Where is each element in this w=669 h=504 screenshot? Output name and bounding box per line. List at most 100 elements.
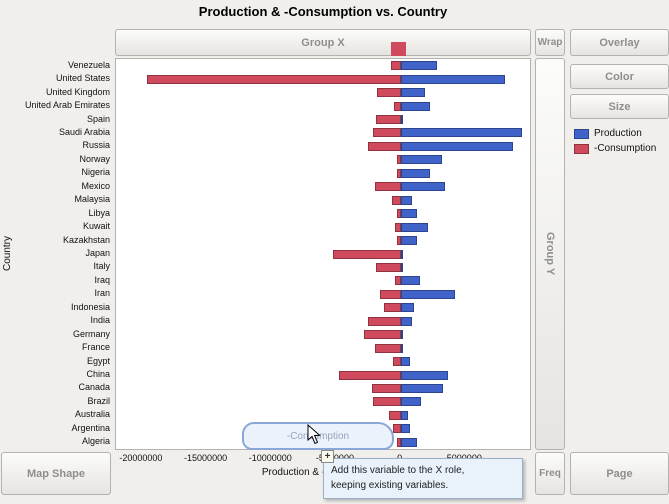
bar-consumption[interactable]	[395, 276, 401, 286]
bar-consumption[interactable]	[392, 357, 401, 367]
bar-production[interactable]	[400, 222, 428, 232]
drop-zone-size-label: Size	[608, 100, 631, 113]
y-tick-label: Germany	[72, 328, 110, 339]
y-tick-label: Italy	[93, 261, 110, 272]
bar-consumption[interactable]	[376, 88, 401, 98]
drop-zone-freq-label: Freq	[539, 468, 561, 479]
bar-consumption[interactable]	[147, 74, 401, 84]
bar-production[interactable]	[400, 357, 410, 367]
y-tick-label: France	[81, 342, 110, 353]
bar-production[interactable]	[400, 424, 410, 434]
bar-production[interactable]	[400, 330, 403, 340]
bar-consumption[interactable]	[373, 397, 401, 407]
bar-production[interactable]	[400, 262, 403, 272]
bar-production[interactable]	[400, 316, 412, 326]
bar-consumption[interactable]	[373, 128, 401, 138]
bar-production[interactable]	[400, 397, 422, 407]
bar-consumption[interactable]	[364, 330, 401, 340]
bar-consumption[interactable]	[338, 370, 401, 380]
x-axis-title: Production & -Consumption	[261, 467, 384, 478]
bar-consumption[interactable]	[392, 424, 401, 434]
drop-zone-group-x-label: Group X	[301, 36, 345, 49]
y-tick-label: Norway	[79, 153, 110, 164]
bar-production[interactable]	[400, 101, 431, 111]
y-tick-label: Egypt	[86, 355, 110, 366]
y-tick-label: Kuwait	[82, 221, 110, 232]
y-tick-label: Nigeria	[81, 167, 110, 178]
drop-zone-overlay-label: Overlay	[599, 36, 640, 49]
bar-production[interactable]	[400, 155, 443, 165]
bar-production[interactable]	[400, 249, 403, 259]
drop-zone-wrap[interactable]: Wrap	[535, 29, 565, 56]
legend-item[interactable]: Production	[574, 128, 669, 139]
y-tick-label: Russia	[82, 140, 110, 151]
drop-zone-page[interactable]: Page	[570, 452, 669, 495]
y-tick-label: Mexico	[81, 180, 110, 191]
bar-consumption[interactable]	[374, 182, 401, 192]
bar-consumption[interactable]	[396, 209, 401, 219]
bar-production[interactable]	[400, 74, 506, 84]
legend-label: Production	[594, 128, 642, 139]
bar-production[interactable]	[400, 303, 414, 313]
bar-production[interactable]	[400, 236, 418, 246]
y-tick-label: Japan	[85, 247, 110, 258]
bar-production[interactable]	[400, 383, 444, 393]
y-tick-label: United Kingdom	[45, 86, 110, 97]
y-tick-label: Australia	[74, 409, 110, 420]
drop-zone-size[interactable]: Size	[570, 94, 669, 119]
bar-consumption[interactable]	[393, 101, 401, 111]
drop-zone-overlay[interactable]: Overlay	[570, 29, 669, 56]
y-tick-label: Canada	[78, 382, 110, 393]
drop-zone-color-label: Color	[605, 70, 634, 83]
plot-area[interactable]	[115, 58, 531, 450]
drop-zone-wrap-label: Wrap	[537, 37, 563, 48]
bar-production[interactable]	[400, 370, 449, 380]
bar-production[interactable]	[400, 343, 403, 353]
bar-consumption[interactable]	[397, 155, 401, 165]
bar-production[interactable]	[400, 276, 421, 286]
y-tick-label: India	[90, 315, 110, 326]
x-tick-label: -15000000	[184, 453, 228, 463]
bar-production[interactable]	[400, 410, 409, 420]
drop-zone-group-y[interactable]: Group Y	[535, 58, 565, 450]
bar-consumption[interactable]	[395, 222, 401, 232]
bar-consumption[interactable]	[391, 195, 401, 205]
bar-production[interactable]	[400, 128, 523, 138]
bar-production[interactable]	[400, 289, 455, 299]
bar-consumption[interactable]	[368, 316, 401, 326]
legend-swatch	[574, 143, 589, 154]
bar-production[interactable]	[400, 437, 418, 447]
bar-production[interactable]	[400, 209, 418, 219]
bar-production[interactable]	[400, 195, 412, 205]
bar-production[interactable]	[400, 88, 426, 98]
bar-consumption[interactable]	[376, 115, 401, 125]
drop-zone-group-y-label: Group Y	[544, 232, 556, 276]
drop-zone-map-shape[interactable]: Map Shape	[1, 452, 111, 495]
bar-consumption[interactable]	[396, 437, 401, 447]
y-tick-label: Algeria	[81, 436, 110, 447]
bar-production[interactable]	[400, 182, 445, 192]
bar-consumption[interactable]	[372, 383, 401, 393]
bar-consumption[interactable]	[376, 262, 401, 272]
bar-production[interactable]	[400, 115, 403, 125]
bar-consumption[interactable]	[374, 343, 401, 353]
bar-production[interactable]	[400, 141, 514, 151]
drop-zone-color[interactable]: Color	[570, 64, 669, 89]
legend-item[interactable]: -Consumption	[574, 143, 669, 154]
bar-consumption[interactable]	[368, 141, 401, 151]
bar-production[interactable]	[400, 61, 437, 71]
bar-consumption[interactable]	[396, 236, 401, 246]
drop-zone-group-x[interactable]: Group X	[115, 29, 531, 56]
bar-consumption[interactable]	[388, 410, 401, 420]
bar-consumption[interactable]	[384, 303, 401, 313]
bar-consumption[interactable]	[396, 168, 401, 178]
x-tick-label: -20000000	[119, 453, 163, 463]
bar-consumption[interactable]	[390, 61, 401, 71]
bar-production[interactable]	[400, 168, 431, 178]
y-tick-label: China	[86, 369, 110, 380]
bar-consumption[interactable]	[333, 249, 401, 259]
y-tick-label: Argentina	[71, 422, 110, 433]
drag-ghost[interactable]: -Consumption	[242, 422, 394, 450]
drop-zone-freq[interactable]: Freq	[535, 452, 565, 495]
bar-consumption[interactable]	[379, 289, 401, 299]
